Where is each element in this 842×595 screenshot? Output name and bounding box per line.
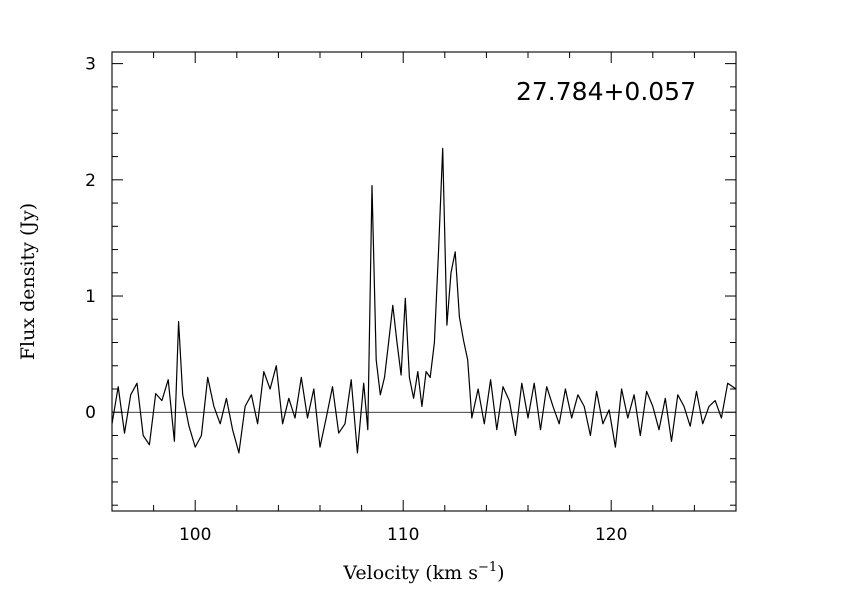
y-tick-label: 2 (85, 171, 96, 191)
x-axis-label-exponent: −1 (478, 560, 497, 575)
axis-ticks (111, 52, 737, 511)
spectrum-series-line (111, 147, 737, 454)
x-tick-label: 110 (387, 525, 419, 545)
x-axis-label-main: Velocity (km s (342, 562, 478, 584)
plot-frame (111, 51, 737, 512)
x-axis-label-close: ) (497, 562, 504, 584)
y-axis-label: Flux density (Jy) (17, 203, 39, 360)
y-tick-label: 3 (85, 55, 96, 75)
source-annotation: 27.784+0.057 (516, 77, 696, 106)
x-tick-label: 120 (595, 525, 627, 545)
tick-labels: 100 110 120 0 1 2 3 (85, 55, 627, 545)
x-axis-label: Velocity (km s−1) (342, 560, 504, 584)
y-tick-label: 1 (85, 287, 96, 307)
x-tick-label: 100 (179, 525, 211, 545)
y-tick-label: 0 (85, 403, 96, 423)
